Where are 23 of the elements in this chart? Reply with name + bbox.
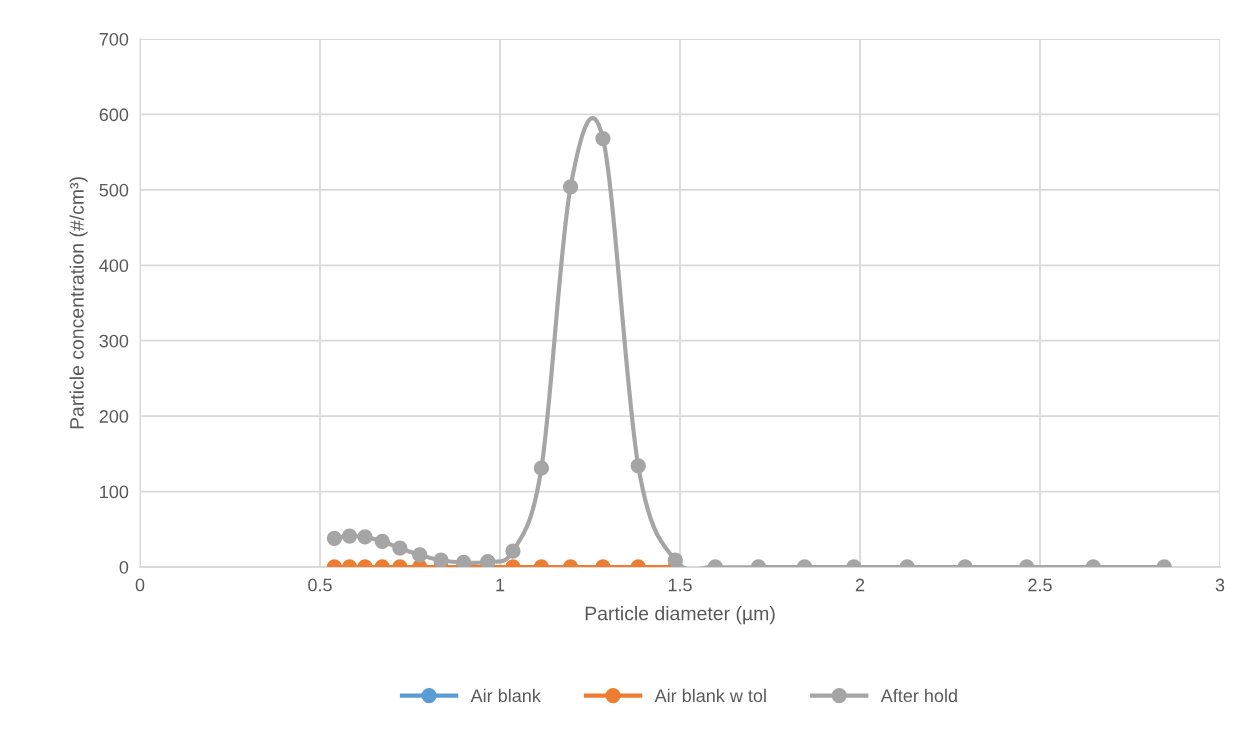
y-tick-label: 100 [100,485,129,499]
x-tick-label: 0.5 [308,578,332,592]
point [456,554,472,567]
y-tick-label: 200 [99,410,129,423]
y-axis-title: Particle concentration (#/cm³) [69,177,88,429]
y-tick-label: 0 [119,560,129,574]
point [595,130,611,147]
x-tick-label: 2 [855,578,865,592]
y-tick-label: 400 [99,259,129,273]
legend-label: After hold [880,688,957,703]
x-tick-label: 1.5 [668,578,692,592]
point [562,179,579,195]
legend-label: Air blank [470,688,541,703]
x-axis-title: Particle diameter (µm) [585,606,775,625]
x-tick-label: 3 [1215,578,1225,592]
x-tick-label: 2.5 [1028,578,1052,592]
y-tick-label: 600 [99,108,129,122]
x-tick-label: 0 [135,578,145,592]
y-tick-label: 500 [99,183,129,197]
x-tick-label: 1 [496,578,505,592]
legend-label: Air blank w tol [654,688,766,703]
y-tick-label: 300 [99,334,129,348]
y-tick-label: 700 [99,32,129,46]
